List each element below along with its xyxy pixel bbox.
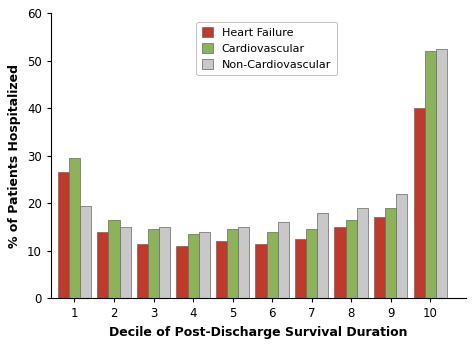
Bar <box>227 229 238 298</box>
Bar <box>356 208 368 298</box>
Bar <box>374 218 385 298</box>
Bar <box>425 51 436 298</box>
Bar <box>109 220 119 298</box>
Y-axis label: % of Patients Hospitalized: % of Patients Hospitalized <box>9 64 21 248</box>
Legend: Heart Failure, Cardiovascular, Non-Cardiovascular: Heart Failure, Cardiovascular, Non-Cardi… <box>196 22 337 75</box>
Bar <box>385 208 396 298</box>
Bar <box>137 244 148 298</box>
Bar <box>98 232 109 298</box>
X-axis label: Decile of Post-Discharge Survival Duration: Decile of Post-Discharge Survival Durati… <box>109 326 408 339</box>
Bar <box>306 229 317 298</box>
Bar <box>255 244 266 298</box>
Bar <box>176 246 188 298</box>
Bar <box>69 158 80 298</box>
Bar <box>413 108 425 298</box>
Bar <box>119 227 131 298</box>
Bar <box>295 239 306 298</box>
Bar <box>58 172 69 298</box>
Bar <box>159 227 170 298</box>
Bar <box>238 227 249 298</box>
Bar <box>216 241 227 298</box>
Bar <box>188 234 199 298</box>
Bar <box>396 194 407 298</box>
Bar <box>436 49 447 298</box>
Bar <box>278 222 289 298</box>
Bar <box>80 205 91 298</box>
Bar <box>335 227 346 298</box>
Bar <box>148 229 159 298</box>
Bar <box>266 232 278 298</box>
Bar <box>317 213 328 298</box>
Bar <box>199 232 210 298</box>
Bar <box>346 220 356 298</box>
